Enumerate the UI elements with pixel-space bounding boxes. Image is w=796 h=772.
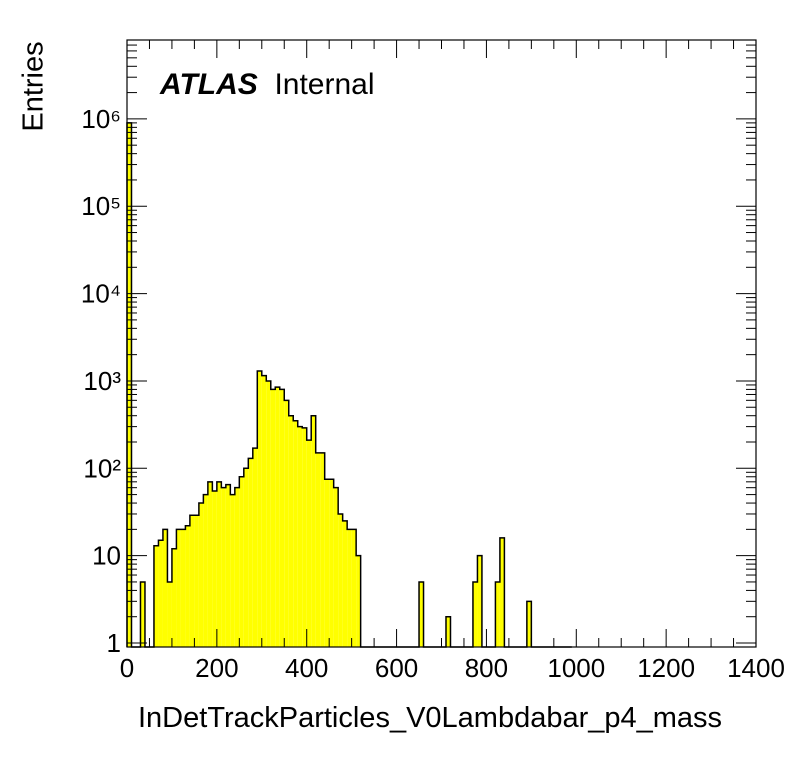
histogram-outline bbox=[126, 122, 572, 648]
histogram-bar bbox=[243, 468, 249, 647]
histogram-bar bbox=[257, 370, 262, 647]
histogram-bars bbox=[126, 122, 572, 648]
x-tick-label: 1400 bbox=[727, 653, 785, 683]
histogram-bar bbox=[495, 581, 500, 647]
histogram-bar bbox=[347, 529, 352, 647]
histogram-bar bbox=[180, 529, 186, 647]
y-tick-label: 10⁵ bbox=[81, 191, 121, 221]
y-tick-label: 10 bbox=[92, 541, 121, 571]
histogram-bar bbox=[234, 487, 240, 647]
histogram-bar bbox=[297, 426, 303, 647]
histogram-bar bbox=[221, 487, 226, 647]
x-tick-label: 600 bbox=[375, 653, 418, 683]
atlas-brand: ATLAS bbox=[160, 68, 258, 101]
histogram-bar bbox=[140, 581, 145, 647]
histogram-bar bbox=[266, 380, 271, 647]
histogram-bar bbox=[356, 555, 361, 647]
histogram-bar bbox=[351, 529, 357, 647]
histogram-bar bbox=[311, 415, 316, 647]
histogram-bar bbox=[288, 415, 294, 647]
histogram-bar bbox=[239, 476, 244, 647]
histogram-bar bbox=[302, 427, 307, 647]
x-tick-label: 200 bbox=[195, 653, 238, 683]
histogram-bar bbox=[176, 529, 181, 647]
histogram-bar bbox=[270, 389, 276, 647]
x-tick-label: 800 bbox=[465, 653, 508, 683]
histogram-bar bbox=[162, 529, 168, 647]
histogram-bar bbox=[419, 581, 424, 647]
x-tick-label: 1000 bbox=[547, 653, 605, 683]
histogram-bar bbox=[477, 555, 482, 647]
histogram-bar bbox=[207, 481, 213, 647]
histogram-bar bbox=[158, 540, 163, 647]
histogram-bar bbox=[329, 479, 334, 647]
histogram-bar bbox=[445, 616, 451, 647]
histogram-bar bbox=[216, 481, 222, 647]
histogram-bar bbox=[324, 479, 330, 647]
x-tick-label: 400 bbox=[285, 653, 328, 683]
y-tick-label: 10⁴ bbox=[81, 279, 121, 309]
histogram-bar bbox=[194, 515, 199, 647]
histogram-bar bbox=[275, 387, 280, 647]
y-tick-label: 10⁶ bbox=[81, 104, 121, 134]
histogram-bar bbox=[212, 490, 217, 647]
histogram-bar bbox=[342, 520, 348, 647]
histogram-bar bbox=[230, 494, 235, 647]
histogram-bar bbox=[315, 452, 321, 647]
histogram-bar bbox=[499, 537, 505, 647]
histogram-bar bbox=[153, 545, 159, 647]
histogram-bar bbox=[171, 548, 177, 647]
x-tick-label: 0 bbox=[120, 653, 134, 683]
histogram-bar bbox=[284, 400, 289, 647]
histogram-bar bbox=[293, 420, 298, 647]
histogram-bar bbox=[189, 515, 195, 647]
y-tick-label: 10² bbox=[83, 453, 121, 483]
atlas-status: Internal bbox=[274, 68, 375, 101]
histogram-bar bbox=[252, 448, 258, 647]
histogram-bar bbox=[279, 389, 285, 647]
axes: 0 200 400 600 800 1000 1200 1400 1 10 10² 10³ 10⁴ 10⁵… bbox=[81, 39, 785, 683]
x-axis-title: InDetTrackParticles_V0Lambdabar_p4_mass bbox=[138, 702, 723, 734]
histogram-bar bbox=[261, 375, 267, 647]
histogram-bar bbox=[472, 581, 478, 647]
histogram-bar bbox=[185, 525, 190, 647]
histogram-bar bbox=[338, 513, 343, 647]
histogram-bar bbox=[526, 601, 532, 647]
atlas-label: ATLAS Internal bbox=[160, 68, 375, 102]
y-tick-label: 10³ bbox=[83, 366, 121, 396]
y-axis-title: Entries bbox=[17, 41, 50, 132]
histogram-bar bbox=[248, 458, 253, 647]
histogram-bar bbox=[225, 484, 231, 647]
histogram-bar bbox=[320, 452, 325, 647]
histogram-bar bbox=[306, 440, 312, 647]
x-tick-label: 1200 bbox=[637, 653, 695, 683]
histogram-bar bbox=[333, 487, 339, 647]
histogram-bar bbox=[167, 581, 172, 647]
y-tick-label: 1 bbox=[107, 628, 121, 658]
histogram-bar bbox=[203, 494, 208, 647]
histogram-bar bbox=[198, 503, 204, 647]
